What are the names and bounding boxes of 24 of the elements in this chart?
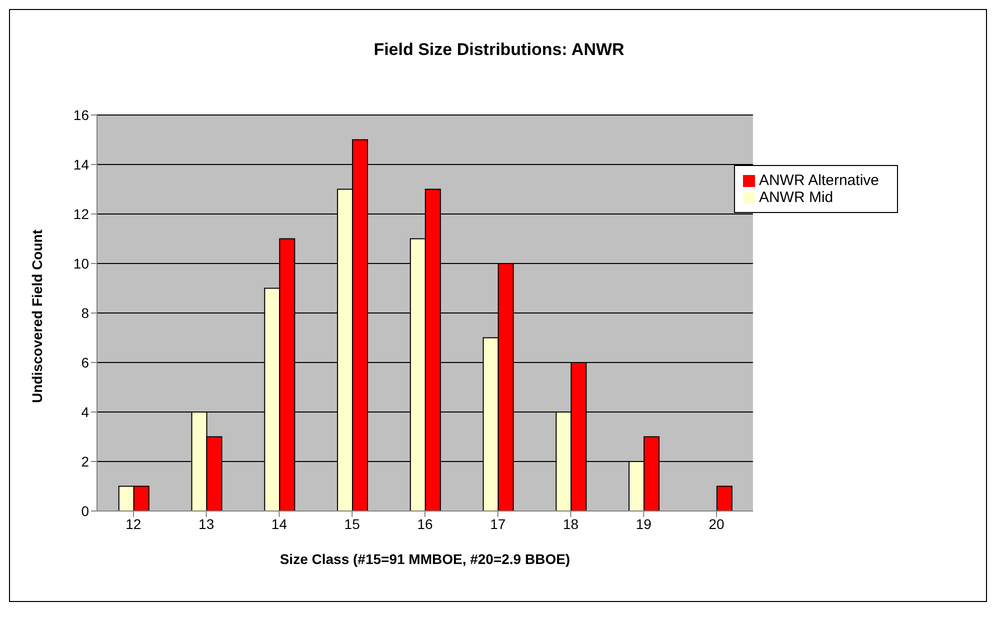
x-tick-label: 13 xyxy=(198,516,214,532)
x-tick-label: 20 xyxy=(708,516,725,532)
y-tick-label: 14 xyxy=(73,156,90,172)
y-tick-label: 10 xyxy=(73,255,90,272)
x-tick-label: 14 xyxy=(271,516,288,532)
x-tick-label: 17 xyxy=(490,516,506,532)
y-tick-label: 16 xyxy=(73,106,90,123)
y-tick-label: 12 xyxy=(73,206,90,222)
chart-title: Field Size Distributions: ANWR xyxy=(372,40,626,60)
legend-label: ANWR Alternative xyxy=(758,172,879,189)
legend-label: ANWR Mid xyxy=(758,189,834,206)
y-tick-label: 2 xyxy=(81,453,90,470)
x-tick-label: 16 xyxy=(417,516,433,532)
x-tick-label: 19 xyxy=(636,516,652,532)
bar xyxy=(716,486,732,511)
y-tick-label: 6 xyxy=(81,354,90,370)
y-axis-title: Undiscovered Field Count xyxy=(28,229,45,403)
y-tick-label: 0 xyxy=(81,502,90,519)
y-tick-label: 8 xyxy=(81,304,90,321)
y-tick-label: 4 xyxy=(81,404,90,420)
x-axis-title: Size Class (#15=91 MMBOE, #20=2.9 BBOE) xyxy=(280,551,570,567)
x-tick-label: 18 xyxy=(562,516,579,532)
x-tick-label: 15 xyxy=(344,516,360,532)
x-tick-label: 12 xyxy=(126,516,142,532)
